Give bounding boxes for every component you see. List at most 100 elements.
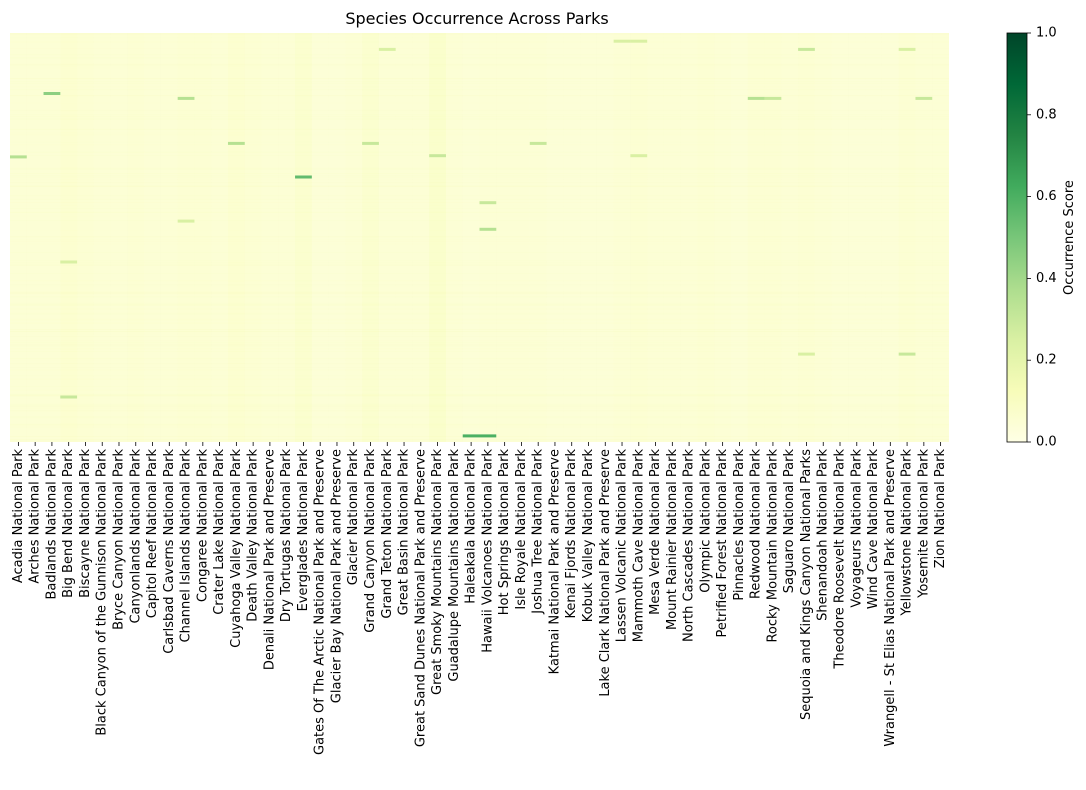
- heatmap-highlight-cell: [764, 96, 782, 100]
- x-tick-label: Lake Clark National Park and Preserve: [598, 449, 613, 697]
- x-tick-label: Badlands National Park: [44, 449, 59, 600]
- x-tick-label: Everglades National Park: [296, 449, 311, 612]
- x-tick-label: Voyageurs National Park: [849, 449, 864, 608]
- heatmap-highlight-cell: [60, 260, 78, 264]
- x-tick-label: Redwood National Park: [749, 449, 764, 599]
- heatmap-column: [747, 33, 765, 442]
- heatmap-column: [731, 33, 748, 442]
- x-tick-label: Sequoia and Kings Canyon National Parks: [799, 449, 814, 720]
- x-tick-label: Crater Lake National Park: [212, 449, 227, 615]
- x-tick-label: Mount Rainier National Park: [665, 449, 680, 630]
- heatmap-highlight-cell: [747, 96, 765, 100]
- heatmap-column: [580, 33, 597, 442]
- heatmap-highlight-cells: [10, 39, 933, 438]
- heatmap-column: [194, 33, 212, 442]
- colorbar-label: Occurrence Score: [1062, 180, 1077, 295]
- x-tick-label: Saguaro National Park: [782, 449, 797, 594]
- colorbar-tick-label: 0.0: [1036, 435, 1057, 450]
- x-tick-label: Kenai Fjords National Park: [564, 449, 579, 619]
- x-tick-label: Great Sand Dunes National Park and Prese…: [413, 449, 428, 747]
- heatmap-column: [831, 33, 849, 442]
- x-tick-label: Hot Springs National Park: [497, 449, 512, 616]
- heatmap-column: [278, 33, 296, 442]
- colorbar-tick-label: 0.8: [1036, 107, 1057, 122]
- heatmap-highlight-cell: [43, 92, 61, 95]
- heatmap-column: [445, 33, 463, 442]
- heatmap-column: [261, 33, 279, 442]
- heatmap-column: [144, 33, 161, 442]
- heatmap-column: [93, 33, 111, 442]
- x-tick-label: Biscayne National Park: [78, 449, 93, 598]
- x-tick-label: Denali National Park and Preserve: [262, 449, 277, 670]
- x-axis: Acadia National Park Arches National Park…: [11, 442, 948, 755]
- heatmap-column: [43, 33, 61, 442]
- heatmap-column: [60, 33, 78, 442]
- heatmap-column: [915, 33, 933, 442]
- heatmap-column: [177, 33, 195, 442]
- heatmap-highlight-cell: [10, 155, 27, 159]
- x-tick-label: Gates Of The Arctic National Park and Pr…: [313, 449, 328, 755]
- x-tick-label: Bryce Canyon National Park: [111, 449, 126, 630]
- heatmap-column: [932, 33, 949, 442]
- x-tick-label: Joshua Tree National Park: [531, 449, 546, 615]
- heatmap-highlight-cell: [60, 395, 78, 399]
- heatmap-highlight-cell: [630, 39, 648, 43]
- heatmap-column: [596, 33, 614, 442]
- heatmap-columns: [10, 33, 949, 442]
- heatmap-highlight-cell: [479, 227, 497, 231]
- heatmap-column: [211, 33, 228, 442]
- heatmap-highlight-cell: [429, 154, 446, 158]
- heatmap-highlight-cell: [295, 175, 312, 179]
- x-tick-label: Carlsbad Caverns National Park: [162, 449, 177, 654]
- x-tick-label: Mesa Verde National Park: [648, 449, 663, 615]
- heatmap-highlight-cell: [362, 141, 379, 145]
- x-tick-label: Cuyahoga Valley National Park: [229, 449, 244, 648]
- heatmap-column: [295, 33, 312, 442]
- heatmap-column: [781, 33, 799, 442]
- x-tick-label: Rocky Mountain National Park: [765, 449, 780, 643]
- x-tick-label: Mammoth Cave National Park: [631, 449, 646, 643]
- heatmap-highlight-cell: [479, 201, 497, 205]
- heatmap-column: [563, 33, 581, 442]
- heatmap-column: [798, 33, 815, 442]
- heatmap-column: [814, 33, 832, 442]
- heatmap-column: [865, 33, 882, 442]
- heatmap-column: [513, 33, 530, 442]
- x-tick-label: Grand Teton National Park: [380, 449, 395, 619]
- heatmap-highlight-cell: [529, 141, 547, 145]
- x-tick-label: Isle Royale National Park: [514, 449, 529, 610]
- x-tick-label: Kobuk Valley National Park: [581, 449, 596, 623]
- x-tick-label: Wrangell - St Elias National Park and Pr…: [883, 449, 898, 747]
- heatmap-highlight-cell: [378, 47, 396, 51]
- heatmap-column: [345, 33, 363, 442]
- x-tick-label: Congaree National Park: [195, 449, 210, 603]
- x-tick-label: Hawaii Volcanoes National Park: [480, 449, 495, 653]
- heatmap-column: [496, 33, 514, 442]
- x-tick-label: Glacier National Park: [346, 449, 361, 586]
- heatmap-column: [110, 33, 128, 442]
- x-tick-label: Haleakala National Park: [464, 449, 479, 604]
- heatmap-column: [697, 33, 715, 442]
- heatmap-highlight-cell: [227, 141, 245, 145]
- heatmap-column: [26, 33, 44, 442]
- colorbar-tick-label: 1.0: [1036, 26, 1057, 41]
- heatmap-column: [764, 33, 782, 442]
- heatmap-column: [680, 33, 698, 442]
- heatmap-highlight-cell: [630, 154, 648, 158]
- heatmap-column: [395, 33, 413, 442]
- heatmap-column: [378, 33, 396, 442]
- colorbar-gradient: [1007, 33, 1027, 442]
- heatmap-column: [429, 33, 446, 442]
- heatmap-column: [613, 33, 631, 442]
- colorbar: 0.0 0.2 0.4 0.6 0.8 1.0 Occurrence Score: [1006, 26, 1077, 450]
- heatmap-column: [362, 33, 379, 442]
- x-tick-label: North Cascades National Park: [682, 449, 697, 642]
- heatmap-column: [714, 33, 732, 442]
- heatmap-column: [663, 33, 681, 442]
- x-tick-label: Olympic National Park: [698, 449, 713, 593]
- colorbar-ticks: 0.0 0.2 0.4 0.6 0.8 1.0: [1027, 26, 1057, 450]
- heatmap-highlight-cell: [479, 434, 497, 438]
- colorbar-frame: [1006, 32, 1028, 443]
- colorbar-tick-label: 0.4: [1036, 271, 1057, 286]
- x-tick-label: Black Canyon of the Gunnison National Pa…: [95, 449, 110, 736]
